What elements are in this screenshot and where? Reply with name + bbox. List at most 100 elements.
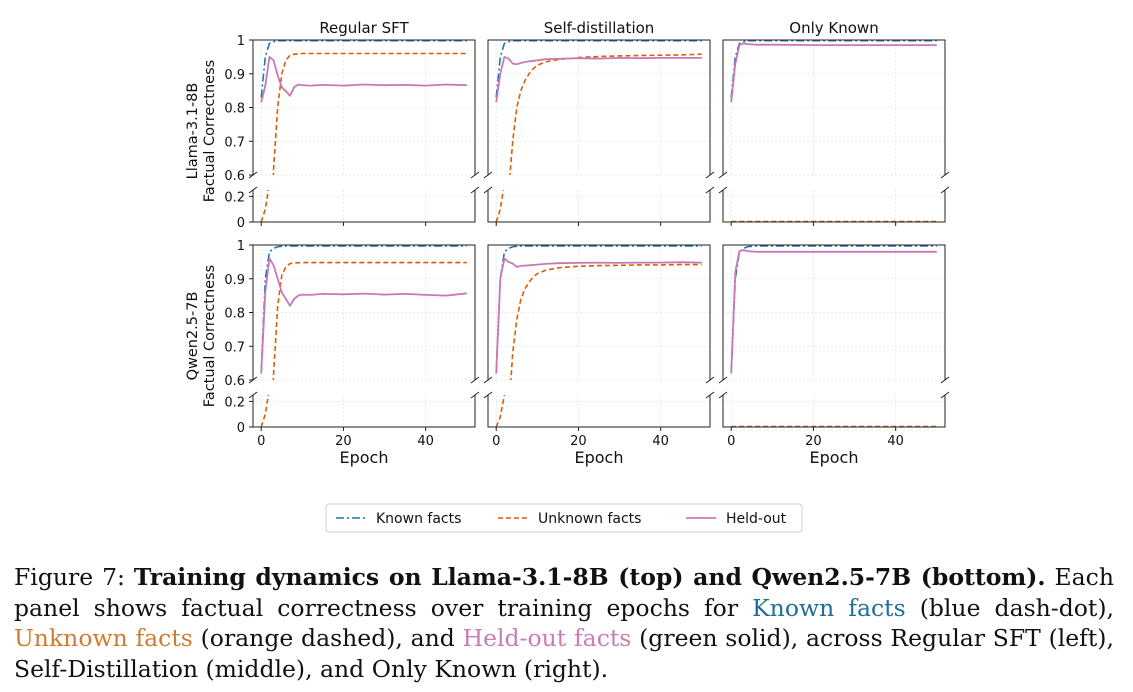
series-line-unknown — [509, 53, 702, 175]
y-tick-label: 1 — [237, 34, 245, 49]
series-line-unknown — [272, 52, 467, 175]
axis-break-mark — [248, 391, 258, 399]
legend: Known facts Unknown facts Held-out — [325, 503, 803, 533]
legend-label-unknown: Unknown facts — [538, 511, 641, 527]
axis-break-mark — [940, 171, 950, 179]
caption-label: Figure 7: — [14, 563, 125, 591]
series-line-held — [261, 304, 467, 348]
series-line-known — [261, 299, 467, 347]
panel: 0 20 40 Epoch — [718, 244, 950, 467]
row-label: Llama-3.1-8B Factual Correctness — [185, 60, 218, 202]
y-tick-label: 0.2 — [224, 190, 245, 205]
series-line-unknown — [510, 263, 702, 380]
axis-break-mark — [705, 376, 715, 384]
column-title: Regular SFT — [319, 19, 409, 37]
series-line-unknown — [495, 190, 505, 223]
caption-known-term: Known facts — [752, 593, 906, 622]
axis-frame-lower — [722, 395, 946, 428]
column-title: Only Known — [789, 19, 878, 37]
y-tick-label: 0.7 — [224, 340, 245, 355]
caption-text-2: (blue dash-dot), — [919, 593, 1114, 622]
y-tick-label: 0.8 — [224, 307, 245, 322]
training-dynamics-figure: Regular SFT Self-distillation Only Known Ll… — [185, 19, 950, 533]
y-tick-label: 0.6 — [224, 169, 245, 184]
x-tick-label: 20 — [335, 434, 352, 449]
legend-label-known: Known facts — [376, 511, 461, 527]
row-label-line: Llama-3.1-8B — [185, 83, 201, 180]
series-line-held — [731, 301, 937, 348]
axis-break-mark — [940, 376, 950, 384]
x-axis-label: Epoch — [575, 448, 624, 467]
series-line-held — [730, 249, 937, 374]
axis-break-mark — [483, 391, 493, 399]
row-label-line: Factual Correctness — [202, 60, 218, 202]
y-tick-label: 0.8 — [224, 102, 245, 117]
series-line-held — [260, 257, 467, 374]
x-tick-label: 20 — [805, 434, 822, 449]
axis-frame-upper — [487, 39, 711, 175]
axis-break-mark — [483, 376, 493, 384]
axis-frame-lower — [252, 395, 476, 428]
y-tick-label: 0.6 — [224, 374, 245, 389]
row-label-line: Factual Correctness — [202, 265, 218, 407]
axis-break-mark — [483, 186, 493, 194]
axis-frame-lower — [722, 190, 946, 223]
panel-grid: Regular SFT Self-distillation Only Known Ll… — [185, 19, 950, 467]
y-tick-label: 0 — [237, 421, 245, 436]
series-line-unknown — [260, 190, 270, 223]
panel: 1 0.9 0.8 0.7 0.6 0.2 0 — [224, 34, 480, 231]
caption-text-3: (orange dashed), and — [200, 624, 455, 652]
caption-held-term: Held-out facts — [462, 624, 632, 652]
caption-text-1: Each panel shows factual correctness ove… — [14, 563, 1114, 622]
series-line-known — [731, 299, 937, 347]
panel — [718, 39, 950, 226]
axis-break-mark — [483, 171, 493, 179]
caption-text-4: (green solid), across Regular SFT (left)… — [14, 624, 1114, 683]
legend-label-held: Held-out — [726, 511, 787, 527]
x-axis-label: Epoch — [810, 448, 859, 467]
series-line-known — [730, 39, 937, 98]
series-line-known — [260, 245, 467, 374]
series-line-held — [495, 56, 702, 103]
caption-unknown-term: Unknown facts — [14, 624, 193, 652]
axis-break-mark — [248, 186, 258, 194]
panel — [483, 39, 715, 226]
series-line-unknown — [272, 261, 467, 380]
series-line-known — [496, 94, 702, 116]
y-tick-label: 0.7 — [224, 135, 245, 150]
series-line-held — [260, 56, 467, 103]
figure-caption: Figure 7: Training dynamics on Llama-3.1… — [14, 562, 1114, 684]
series-line-known — [261, 94, 467, 116]
series-line-held — [730, 42, 937, 103]
series-line-held — [495, 257, 702, 374]
axis-break-mark — [470, 171, 480, 179]
series-line-known — [260, 39, 467, 98]
axis-frame-upper — [487, 244, 711, 380]
series-line-held — [731, 95, 937, 117]
axis-break-mark — [470, 391, 480, 399]
y-tick-label: 1 — [237, 239, 245, 254]
x-tick-label: 20 — [570, 434, 587, 449]
axis-break-mark — [705, 391, 715, 399]
axis-frame-lower — [487, 190, 711, 223]
panel: 0 20 40 Epoch — [483, 244, 715, 467]
caption-title: Training dynamics on Llama-3.1-8B (top) … — [133, 563, 1046, 591]
axis-frame-lower — [487, 395, 711, 428]
axis-break-mark — [718, 391, 728, 399]
series-line-unknown — [260, 395, 270, 428]
column-title: Self-distillation — [544, 19, 655, 37]
series-line-known — [731, 94, 937, 116]
axis-break-mark — [940, 186, 950, 194]
axis-break-mark — [718, 171, 728, 179]
series-line-known — [496, 299, 702, 347]
series-line-unknown — [495, 395, 506, 428]
axis-break-mark — [718, 376, 728, 384]
series-line-held — [496, 304, 702, 348]
x-tick-label: 0 — [727, 434, 735, 449]
x-axis-label: Epoch — [340, 448, 389, 467]
series-line-known — [730, 245, 937, 374]
series-line-held — [261, 100, 467, 117]
panel: 1 0.9 0.8 0.7 0.6 0.2 00 20 40 Epoch — [224, 239, 480, 467]
y-tick-label: 0.9 — [224, 273, 245, 288]
x-tick-label: 40 — [887, 434, 904, 449]
